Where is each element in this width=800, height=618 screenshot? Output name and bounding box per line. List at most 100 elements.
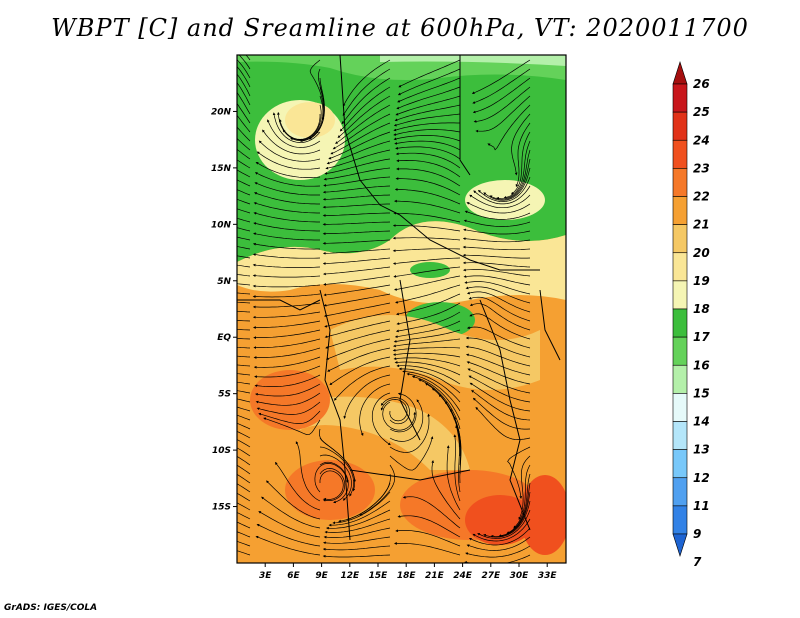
lat-tick-label: 10N [211,220,232,230]
streamline [237,59,251,79]
streamline [463,275,531,286]
streamline [329,356,391,386]
streamline [237,531,251,538]
streamline [359,464,396,516]
colorbar-label: 9 [693,527,701,541]
streamline [418,379,461,430]
streamline [252,284,321,288]
streamline [389,392,417,433]
lat-tick-label: EQ [217,333,231,343]
streamline [237,179,251,187]
streamline [339,86,391,132]
lat-tick-label: 5N [217,277,231,287]
streamline [237,189,251,196]
streamline [319,446,354,497]
streamline [466,202,531,214]
colorbar-label: 25 [693,105,710,119]
lon-tick-label: 33E [538,571,558,581]
streamline [237,390,251,394]
streamline [256,524,321,547]
colorbar-swatch [672,393,688,422]
streamline [397,77,461,103]
streamline [322,239,391,245]
streamline [237,422,251,430]
streamline [309,59,325,121]
streamline [237,319,251,322]
lon-tick-label: 6E [287,571,300,581]
streamline [322,221,391,226]
streamline [323,302,391,318]
streamline [392,352,461,358]
colorbar-label: 21 [693,218,710,232]
streamline [394,361,461,376]
streamline [252,274,321,278]
lon-tick-label: 12E [340,571,360,581]
streamline [322,554,391,558]
map-title: WBPT [C] and Sreamline at 600hPa, VT: 20… [51,14,749,42]
streamline [237,208,251,214]
colorbar-label: 20 [693,246,710,260]
streamline [237,292,251,295]
streamline [394,140,461,151]
colorbar-label: 7 [693,555,702,569]
streamline [472,77,531,114]
streamline [463,268,531,277]
streamline [237,447,251,457]
colorbar-label: 16 [693,358,710,372]
streamline [323,266,391,276]
streamline [237,301,251,304]
streamline [389,399,424,442]
streamline [468,527,531,546]
streamline [334,365,391,401]
streamline [324,311,391,328]
streamline [237,381,251,385]
lat-tick-label: 20N [211,107,232,117]
streamline [477,176,531,202]
streamline [464,554,531,563]
streamline [332,113,391,150]
streamline [475,406,531,440]
streamline [323,284,391,297]
streamline [393,122,460,132]
streamline [335,104,391,144]
streamline [393,135,461,142]
streamline [337,95,391,139]
streamline [253,347,321,359]
streamline [237,264,251,268]
streamline [319,454,352,501]
streamline [393,266,461,278]
colorbar-swatch [672,505,688,535]
streamline [299,86,325,143]
streamline [398,367,461,394]
streamline [255,383,321,397]
streamline [515,122,531,188]
streamline [245,55,251,61]
streamline [237,483,251,493]
colorbar-swatch [672,196,688,225]
streamline [392,257,461,265]
streamline [262,129,321,155]
streamline [402,370,461,403]
grads-credit: GrADS: IGES/COLA [4,603,98,613]
streamline [323,275,391,286]
streamline [322,248,391,255]
streamline [464,281,531,295]
streamline [237,473,251,484]
streamline [473,86,531,123]
streamline [319,461,349,504]
streamline [332,491,391,525]
colorbar-swatch [672,477,688,507]
streamline [237,431,251,439]
streamline [395,152,461,169]
streamline [465,345,531,367]
colorbar-swatch [672,336,688,366]
streamline [255,535,321,556]
streamline [237,310,251,313]
colorbar: 26 25 24 23 22 21 20 19 18 17 16 15 14 13 12 11 9 7 [672,61,710,569]
streamline [393,338,461,348]
streamline [392,347,461,352]
streamline [490,491,531,538]
streamline [462,261,531,268]
streamline [237,217,251,223]
streamline [237,329,251,331]
